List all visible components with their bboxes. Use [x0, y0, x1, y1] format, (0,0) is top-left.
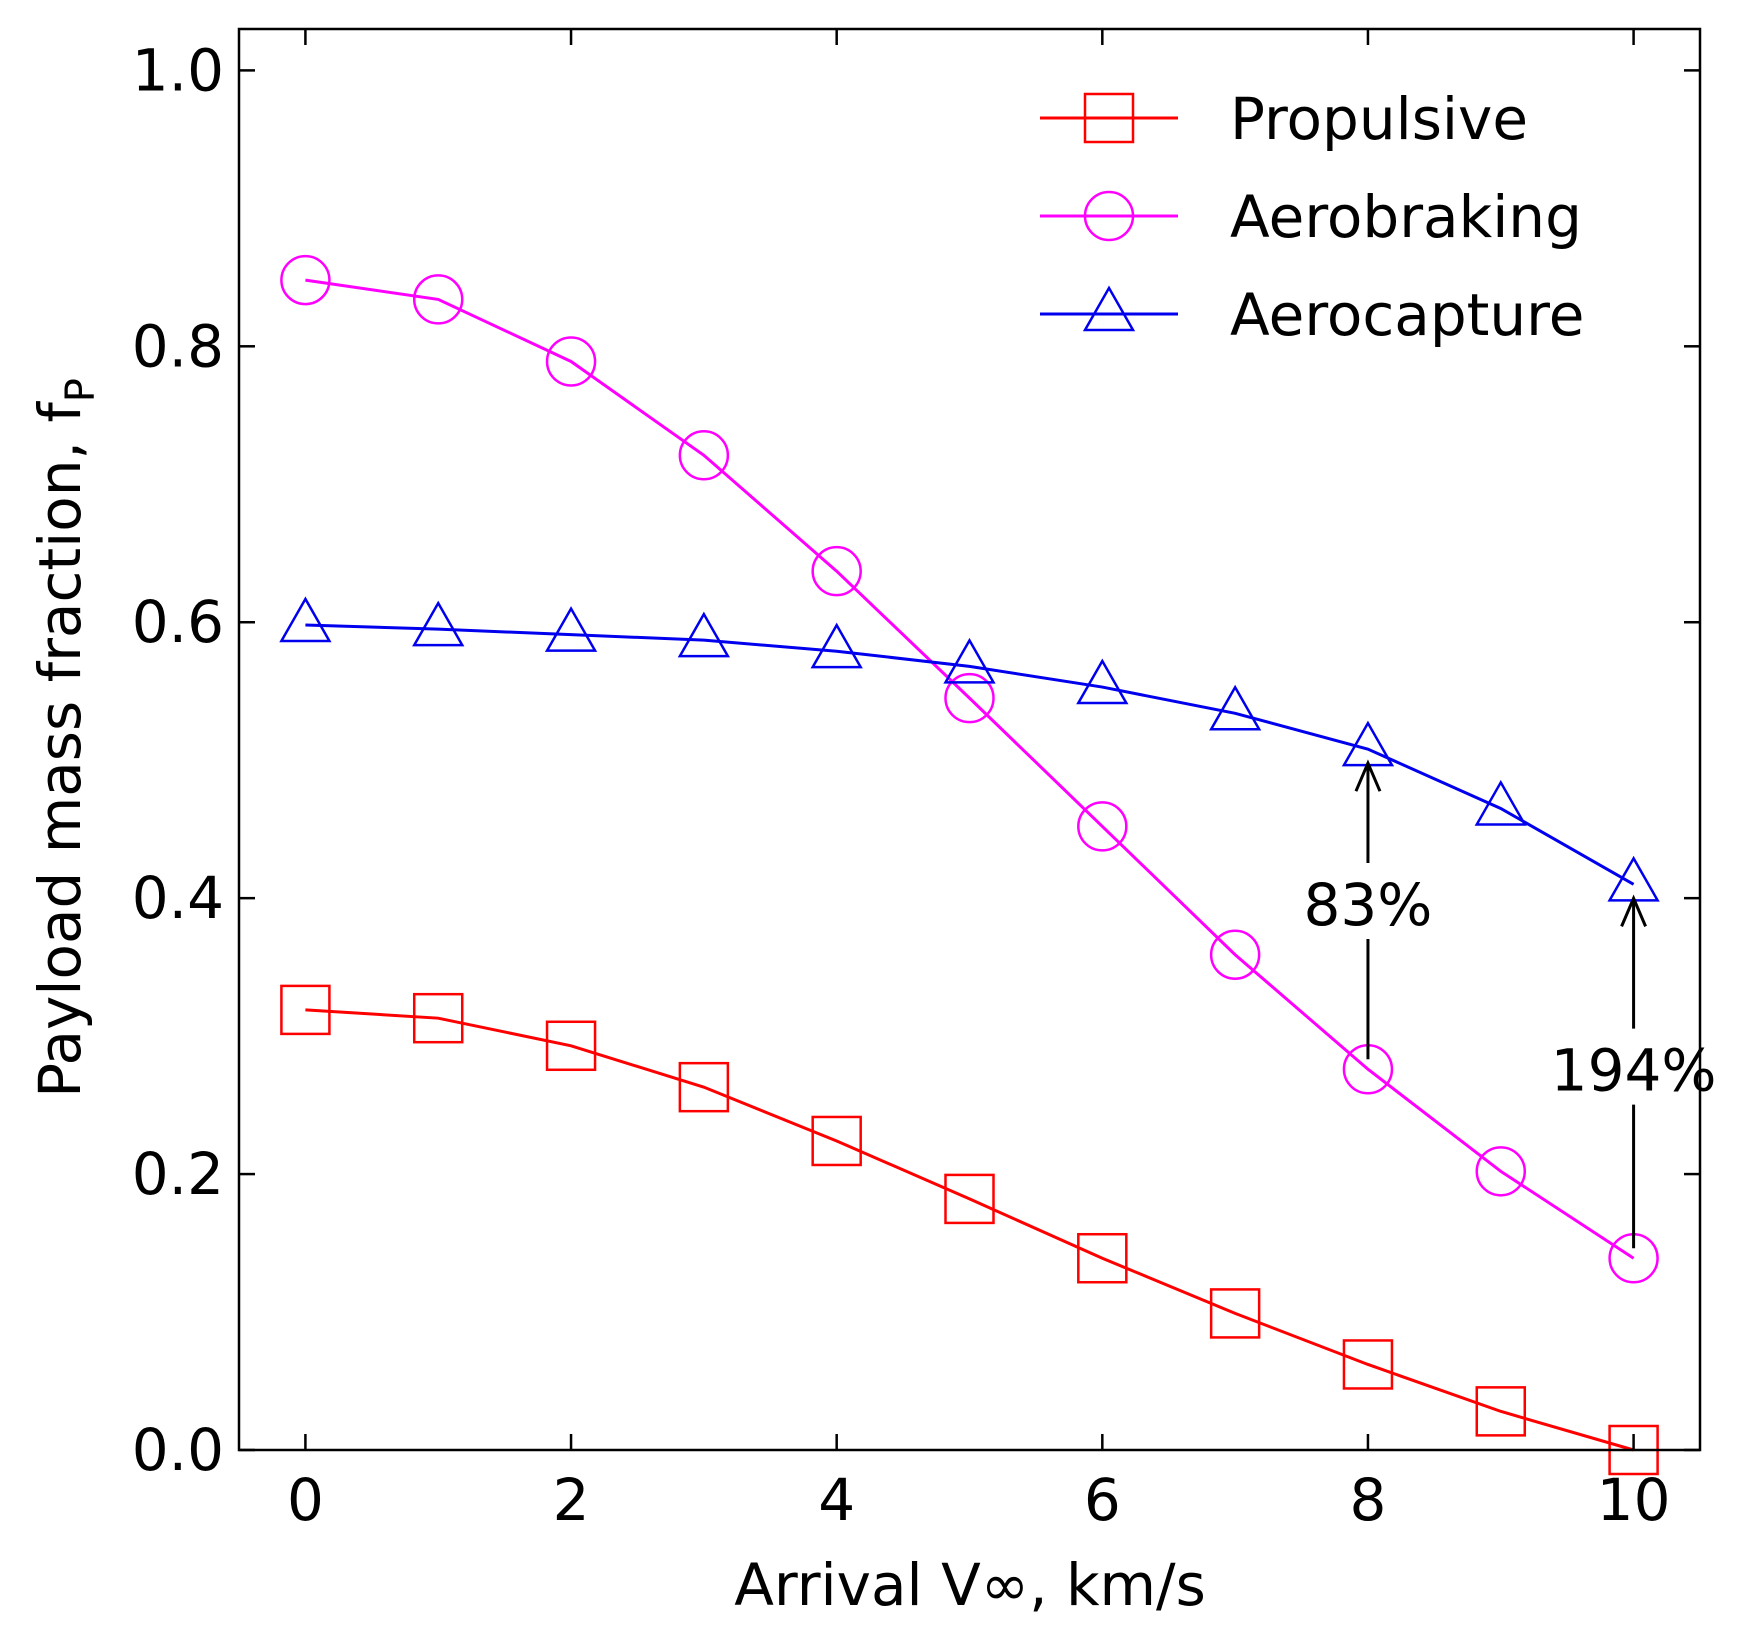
data-point-aerocapture	[810, 622, 863, 669]
data-point-aerocapture	[412, 600, 465, 647]
legend-label-aerocapture: Aerocapture	[1230, 281, 1584, 349]
data-point-aerocapture	[544, 606, 598, 652]
legend-item-aerocapture: Aerocapture	[1040, 281, 1584, 349]
series-line-aerobraking	[305, 278, 1635, 1260]
y-tick-label: 0.6	[132, 588, 224, 656]
annotation-label: 83%	[1303, 871, 1432, 939]
data-point-aerobraking	[944, 672, 995, 724]
x-tick-label: 10	[1597, 1466, 1671, 1534]
y-tick-label: 0.0	[132, 1416, 224, 1484]
data-point-propulsive	[1077, 1232, 1128, 1284]
series-line-propulsive	[305, 1008, 1635, 1452]
data-point-aerocapture	[1474, 779, 1527, 826]
data-point-aerobraking	[678, 430, 730, 481]
legend-marker-aerobraking	[1083, 190, 1135, 242]
legend-label-propulsive: Propulsive	[1230, 85, 1528, 153]
data-point-aerobraking	[1077, 801, 1128, 852]
data-point-aerobraking	[1209, 929, 1261, 980]
x-ticks: 0 2 4 6 8 10	[287, 29, 1671, 1534]
data-point-propulsive	[1475, 1386, 1527, 1437]
annotation: 83%	[1303, 759, 1432, 1060]
annotation-label: 194%	[1551, 1037, 1717, 1105]
annotations: 83% 194%	[1303, 759, 1717, 1249]
y-axis-label-main: Payload mass fraction, f	[26, 401, 94, 1098]
x-tick-label: 6	[1084, 1466, 1121, 1534]
annotation: 194%	[1551, 894, 1717, 1249]
plot-frame	[237, 27, 1702, 1452]
y-axis-label-subscript: P	[58, 378, 104, 402]
y-ticks: 0.0 0.2 0.4 0.6 0.8 1.0	[132, 36, 1700, 1484]
data-point-aerocapture	[279, 596, 332, 643]
data-point-aerobraking	[545, 336, 597, 387]
data-point-aerocapture	[1076, 658, 1129, 705]
legend: Propulsive Aerobraking Aerocapture	[1040, 85, 1584, 349]
x-tick-label: 4	[818, 1466, 855, 1534]
data-point-propulsive	[1209, 1288, 1261, 1339]
data-point-propulsive	[944, 1173, 995, 1225]
y-axis-label: Payload mass fraction, fP	[26, 378, 104, 1098]
annotation-arrow-head	[1354, 759, 1382, 792]
data-point-aerocapture	[677, 611, 731, 658]
data-point-propulsive	[1342, 1339, 1394, 1390]
data-point-aerocapture	[1208, 684, 1262, 731]
x-axis-label: Arrival V∞, km/s	[734, 1551, 1206, 1619]
data-point-aerobraking	[412, 274, 464, 325]
data-point-propulsive	[678, 1061, 730, 1113]
y-tick-label: 0.2	[132, 1140, 224, 1208]
x-tick-label: 8	[1350, 1466, 1387, 1534]
x-tick-label: 2	[553, 1466, 590, 1534]
data-point-aerobraking	[811, 545, 862, 597]
data-point-propulsive	[280, 984, 331, 1036]
series-aerobraking	[280, 254, 1659, 1284]
data-point-aerobraking	[280, 254, 331, 306]
data-point-aerocapture	[943, 637, 996, 684]
data-point-propulsive	[412, 992, 464, 1044]
y-tick-label: 0.8	[132, 312, 224, 380]
series-line-aerocapture	[305, 623, 1635, 886]
legend-item-propulsive: Propulsive	[1040, 85, 1528, 153]
data-point-propulsive	[545, 1020, 597, 1072]
y-tick-label: 1.0	[132, 36, 224, 104]
plot-content	[279, 254, 1660, 1476]
data-point-propulsive	[811, 1115, 862, 1167]
legend-marker-propulsive	[1083, 92, 1135, 144]
x-tick-label: 0	[287, 1466, 324, 1534]
legend-marker-aerocapture	[1082, 285, 1136, 332]
annotation-arrow-head	[1620, 894, 1647, 927]
legend-item-aerobraking: Aerobraking	[1040, 183, 1582, 251]
data-point-aerobraking	[1475, 1146, 1527, 1197]
legend-label-aerobraking: Aerobraking	[1230, 183, 1582, 251]
y-tick-label: 0.4	[132, 864, 224, 932]
